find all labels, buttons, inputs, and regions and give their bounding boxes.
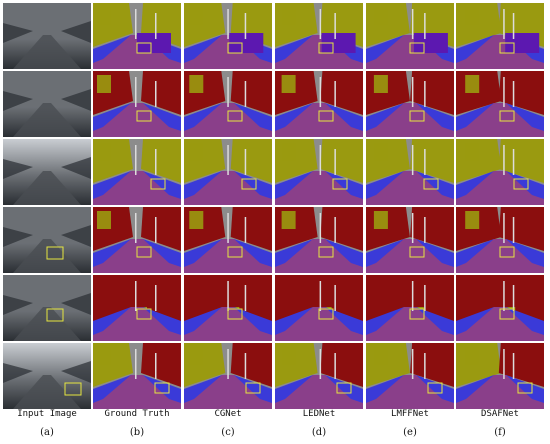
segmentation-map-r3-c6 [456,139,544,205]
segmentation-map-r1-c4 [275,3,363,69]
segmentation-map-r3-c2 [93,139,181,205]
column-letter: (d) [311,427,327,438]
segmentation-map-r5-c6 [456,275,544,341]
column-header: Input Image [17,409,77,419]
segmentation-map-r1-c2 [93,3,181,69]
segmentation-map-r1-c3 [184,3,272,69]
column-header: LEDNet [302,409,336,419]
segmentation-map-r6-c6 [456,343,544,409]
column-header: Ground Truth [104,409,170,419]
segmentation-map-r4-c4 [275,207,363,273]
segmentation-map-r6-c2 [93,343,181,409]
segmentation-map-r5-c4 [275,275,363,341]
column-letter: (a) [40,427,54,438]
segmentation-map-r2-c3 [184,71,272,137]
column-header: CGNet [214,409,242,419]
input-photo-r3-c1 [3,139,91,205]
column-letter: (b) [129,427,145,438]
input-photo-r2-c1 [3,71,91,137]
segmentation-map-r3-c5 [366,139,454,205]
segmentation-map-r5-c5 [366,275,454,341]
segmentation-map-r6-c3 [184,343,272,409]
input-photo-r1-c1 [3,3,91,69]
segmentation-map-r1-c5 [366,3,454,69]
segmentation-map-r5-c2 [93,275,181,341]
segmentation-map-r6-c5 [366,343,454,409]
segmentation-map-r4-c6 [456,207,544,273]
segmentation-map-r2-c5 [366,71,454,137]
segmentation-map-r4-c5 [366,207,454,273]
column-header: DSAFNet [481,409,519,419]
segmentation-map-r2-c2 [93,71,181,137]
column-letter: (e) [403,427,417,438]
results-grid [3,3,547,409]
segmentation-map-r2-c4 [275,71,363,137]
segmentation-map-r2-c6 [456,71,544,137]
segmentation-map-r5-c3 [184,275,272,341]
segmentation-map-r3-c4 [275,139,363,205]
column-letter: (c) [221,427,235,438]
column-header: LMFFNet [391,409,429,419]
segmentation-map-r6-c4 [275,343,363,409]
column-letter: (f) [494,427,506,438]
input-photo-r4-c1 [3,207,91,273]
segmentation-map-r3-c3 [184,139,272,205]
segmentation-map-r4-c2 [93,207,181,273]
segmentation-map-r4-c3 [184,207,272,273]
input-photo-r6-c1 [3,343,91,409]
input-photo-r5-c1 [3,275,91,341]
segmentation-map-r1-c6 [456,3,544,69]
